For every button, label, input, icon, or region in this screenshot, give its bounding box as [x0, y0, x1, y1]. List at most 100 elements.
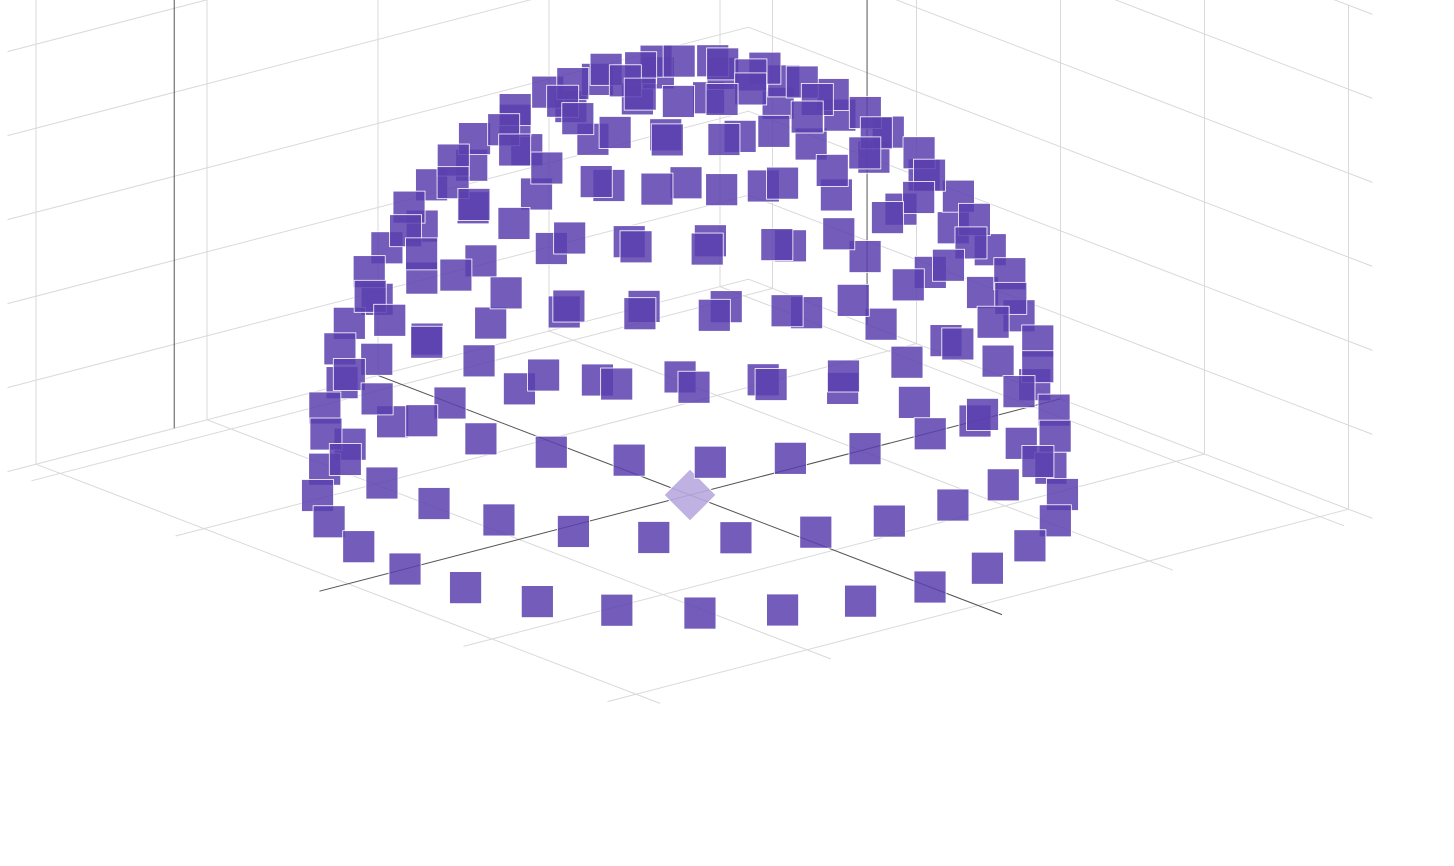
- square-marker[interactable]: [598, 116, 632, 149]
- square-marker[interactable]: [1002, 375, 1036, 409]
- square-marker[interactable]: [848, 136, 882, 170]
- square-marker[interactable]: [693, 445, 727, 479]
- square-marker[interactable]: [864, 307, 898, 341]
- square-marker[interactable]: [697, 298, 731, 332]
- square-marker[interactable]: [981, 344, 1015, 378]
- square-marker[interactable]: [913, 417, 947, 451]
- square-marker[interactable]: [360, 342, 394, 376]
- square-marker[interactable]: [650, 123, 684, 157]
- square-marker[interactable]: [417, 487, 451, 520]
- square-marker[interactable]: [640, 172, 674, 206]
- square-marker[interactable]: [623, 297, 657, 331]
- square-marker[interactable]: [612, 443, 646, 477]
- square-marker[interactable]: [815, 153, 849, 187]
- square-marker[interactable]: [464, 422, 498, 456]
- square-marker[interactable]: [994, 281, 1028, 315]
- diamond-marker[interactable]: [663, 468, 717, 522]
- square-marker[interactable]: [760, 228, 794, 261]
- square-marker[interactable]: [844, 584, 877, 618]
- square-marker[interactable]: [766, 593, 799, 627]
- square-marker[interactable]: [637, 521, 671, 554]
- square-marker[interactable]: [365, 466, 399, 500]
- square-marker[interactable]: [482, 503, 516, 537]
- square-marker[interactable]: [683, 596, 717, 630]
- square-marker[interactable]: [848, 432, 882, 466]
- square-marker[interactable]: [579, 165, 613, 198]
- square-marker[interactable]: [986, 468, 1020, 502]
- square-marker[interactable]: [332, 358, 366, 391]
- square-marker[interactable]: [619, 230, 653, 264]
- square-marker[interactable]: [890, 345, 924, 379]
- square-marker[interactable]: [662, 44, 696, 78]
- square-marker[interactable]: [520, 585, 554, 618]
- square-marker[interactable]: [734, 72, 768, 106]
- square-marker[interactable]: [623, 77, 657, 111]
- square-marker[interactable]: [827, 359, 860, 393]
- square-marker[interactable]: [913, 570, 947, 604]
- square-marker[interactable]: [552, 289, 586, 323]
- square-marker[interactable]: [799, 515, 833, 549]
- square-marker[interactable]: [766, 166, 799, 200]
- square-marker[interactable]: [677, 370, 711, 404]
- square-marker[interactable]: [360, 382, 394, 416]
- square-marker[interactable]: [449, 571, 482, 605]
- square-marker[interactable]: [754, 368, 788, 401]
- square-marker[interactable]: [457, 188, 491, 221]
- square-marker[interactable]: [773, 441, 807, 475]
- square-marker[interactable]: [836, 283, 870, 317]
- square-marker[interactable]: [770, 294, 804, 328]
- square-marker[interactable]: [1013, 529, 1047, 563]
- square-marker[interactable]: [557, 515, 590, 548]
- square-marker[interactable]: [489, 276, 523, 310]
- square-marker[interactable]: [342, 530, 376, 564]
- square-marker[interactable]: [439, 258, 473, 292]
- square-marker[interactable]: [561, 102, 595, 136]
- square-marker[interactable]: [891, 268, 925, 302]
- square-marker[interactable]: [966, 397, 999, 431]
- square-marker[interactable]: [498, 133, 532, 167]
- square-marker[interactable]: [872, 504, 906, 538]
- square-marker[interactable]: [462, 344, 496, 378]
- square-marker[interactable]: [497, 207, 531, 240]
- square-marker[interactable]: [707, 123, 741, 156]
- square-marker[interactable]: [976, 305, 1010, 339]
- square-marker[interactable]: [534, 435, 568, 469]
- square-marker[interactable]: [373, 303, 407, 337]
- square-marker[interactable]: [719, 521, 753, 555]
- square-marker[interactable]: [898, 385, 931, 419]
- square-marker[interactable]: [669, 166, 703, 200]
- square-marker[interactable]: [328, 443, 362, 476]
- square-marker[interactable]: [966, 276, 999, 309]
- marker-layer[interactable]: [301, 44, 1079, 630]
- square-marker[interactable]: [662, 85, 695, 118]
- square-marker[interactable]: [706, 47, 740, 81]
- square-marker[interactable]: [553, 221, 587, 255]
- square-marker[interactable]: [527, 358, 560, 392]
- square-marker[interactable]: [936, 488, 970, 522]
- square-marker[interactable]: [902, 181, 936, 214]
- square-marker[interactable]: [822, 217, 856, 251]
- square-marker[interactable]: [410, 325, 444, 359]
- square-marker[interactable]: [932, 248, 965, 282]
- square-marker[interactable]: [312, 505, 346, 539]
- square-marker[interactable]: [1021, 445, 1055, 478]
- square-marker[interactable]: [690, 232, 724, 266]
- square-marker[interactable]: [405, 237, 438, 271]
- square-marker[interactable]: [871, 201, 904, 234]
- square-marker[interactable]: [388, 552, 422, 586]
- square-marker[interactable]: [790, 100, 824, 134]
- square-marker[interactable]: [941, 327, 975, 361]
- square-marker[interactable]: [474, 306, 508, 340]
- square-marker[interactable]: [433, 386, 467, 420]
- square-marker[interactable]: [705, 83, 739, 116]
- wall-grid-line: [7, 0, 209, 53]
- square-marker[interactable]: [971, 551, 1004, 585]
- square-marker[interactable]: [757, 114, 791, 148]
- square-marker[interactable]: [405, 404, 439, 438]
- square-marker[interactable]: [705, 173, 739, 207]
- wall-grid-line: [748, 26, 1373, 267]
- square-marker[interactable]: [600, 593, 634, 627]
- square-marker[interactable]: [600, 367, 634, 401]
- square-marker[interactable]: [530, 151, 564, 185]
